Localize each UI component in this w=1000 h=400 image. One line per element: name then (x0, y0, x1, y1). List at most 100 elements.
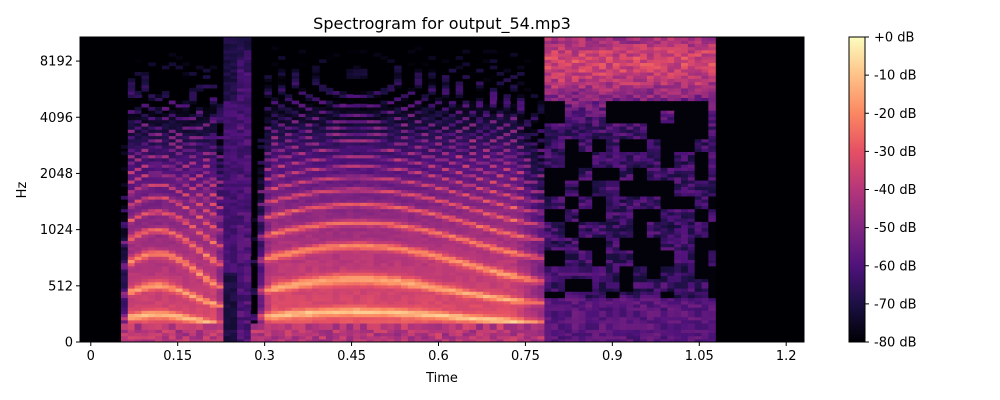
spectrogram-cell (305, 94, 312, 98)
spectrogram-cell (476, 81, 483, 85)
spectrogram-cell (155, 107, 162, 111)
spectrogram-cell (305, 104, 312, 108)
spectrogram-cell (176, 101, 183, 105)
spectrogram-cell (312, 107, 319, 111)
spectrogram-cell (538, 129, 545, 133)
spectrogram-cell (312, 66, 319, 70)
spectrogram-cell (538, 139, 545, 143)
spectrogram-cell (162, 107, 169, 111)
spectrogram-cell (141, 104, 148, 108)
spectrogram-cell (428, 97, 435, 101)
spectrogram-cell (394, 97, 401, 101)
spectrogram-cell (264, 75, 271, 79)
spectrogram-cell (319, 85, 326, 89)
spectrogram-cell (230, 37, 237, 41)
spectrogram-cell (203, 107, 210, 111)
spectrogram-cell (469, 72, 476, 76)
spectrogram-cell (456, 104, 463, 108)
spectrogram-cell (258, 139, 265, 143)
spectrogram-cell (374, 53, 381, 57)
spectrogram-cell (162, 91, 169, 95)
spectrogram-cell (128, 110, 135, 114)
spectrogram-cell (387, 97, 394, 101)
spectrogram-cell (408, 88, 415, 92)
spectrogram-cell (510, 104, 517, 108)
spectrogram-cell (524, 120, 531, 124)
spectrogram-cell (169, 110, 176, 114)
spectrogram-cell (531, 129, 538, 133)
spectrogram-cell (510, 75, 517, 79)
spectrogram-cell (251, 310, 258, 314)
spectrogram-cell (510, 85, 517, 89)
spectrogram-cell (483, 59, 490, 63)
spectrogram-cell (353, 66, 360, 70)
spectrogram-cell (517, 81, 524, 85)
spectrogram-cell (182, 72, 189, 76)
spectrogram-cell (517, 94, 524, 98)
spectrogram-cell (469, 101, 476, 105)
spectrogram-cell (367, 91, 374, 95)
spectrogram-cell (490, 75, 497, 79)
spectrogram-cell (182, 62, 189, 66)
spectrogram-cell (476, 94, 483, 98)
spectrogram-cell (503, 94, 510, 98)
spectrogram-cell (162, 113, 169, 117)
spectrogram-cell (264, 85, 271, 89)
spectrogram-cell (401, 107, 408, 111)
spectrogram-cell (319, 101, 326, 105)
spectrogram-cell (381, 101, 388, 105)
spectrogram-cell (121, 215, 128, 219)
spectrogram-cell (456, 66, 463, 70)
spectrogram-cell (531, 113, 538, 117)
spectrogram-cell (135, 107, 142, 111)
spectrogram-cell (271, 47, 278, 51)
spectrogram-cell (524, 88, 531, 92)
spectrogram-cell (346, 50, 353, 54)
spectrogram-cell (353, 91, 360, 95)
spectrogram-cell (456, 81, 463, 85)
spectrogram-cell (196, 66, 203, 70)
spectrogram-cell (196, 85, 203, 89)
spectrogram-cell (394, 66, 401, 70)
spectrogram-cell (203, 69, 210, 73)
spectrogram-cell (121, 183, 128, 187)
spectrogram-cell (251, 237, 258, 241)
spectrogram-cell (285, 94, 292, 98)
spectrogram-cell (415, 69, 422, 73)
spectrogram-cell (387, 85, 394, 89)
spectrogram-cell (490, 59, 497, 63)
spectrogram-cell (203, 75, 210, 79)
spectrogram-cell (374, 101, 381, 105)
spectrogram-cell (326, 88, 333, 92)
spectrogram-cell (497, 81, 504, 85)
spectrogram-cell (462, 50, 469, 54)
spectrogram-cell (251, 218, 258, 222)
spectrogram-cell (155, 94, 162, 98)
spectrogram-cell (387, 59, 394, 63)
spectrogram-cell (189, 72, 196, 76)
spectrogram-cell (401, 94, 408, 98)
spectrogram-cell (278, 101, 285, 105)
spectrogram-cell (497, 72, 504, 76)
spectrogram-cell (258, 167, 265, 171)
spectrogram-cell (353, 50, 360, 54)
spectrogram-cell (121, 151, 128, 155)
spectrogram-cell (258, 145, 265, 149)
spectrogram-cell (408, 50, 415, 54)
spectrogram-cell (462, 62, 469, 66)
spectrogram-cell (340, 91, 347, 95)
spectrogram-cell (428, 104, 435, 108)
spectrogram-cell (497, 101, 504, 105)
spectrogram-cell (333, 91, 340, 95)
spectrogram-cell (312, 97, 319, 101)
spectrogram-cell (319, 59, 326, 63)
spectrogram-cell (462, 75, 469, 79)
spectrogram-cell (449, 97, 456, 101)
spectrogram-cell (189, 88, 196, 92)
spectrogram-cell (251, 256, 258, 260)
chart-title: Spectrogram for output_54.mp3 (313, 14, 571, 34)
spectrogram-cell (476, 69, 483, 73)
spectrogram-cell (121, 205, 128, 209)
spectrogram-cell (346, 69, 353, 73)
